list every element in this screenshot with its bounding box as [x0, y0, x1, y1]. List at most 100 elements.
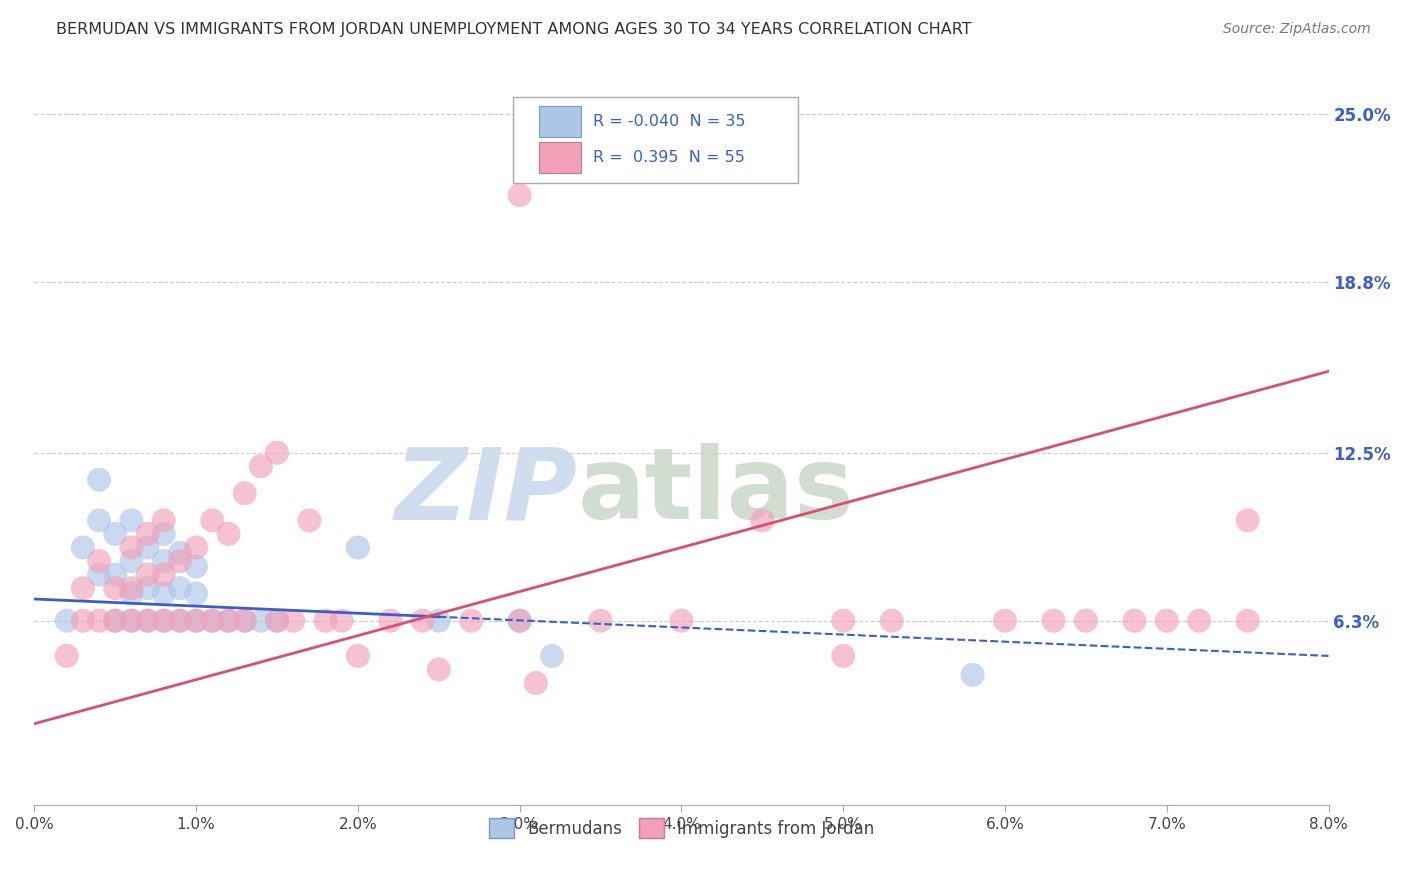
Point: [120, 581, 142, 595]
Point: [120, 586, 142, 600]
Point: [169, 614, 191, 628]
Point: [55, 648, 77, 663]
Point: [541, 648, 564, 663]
Point: [994, 614, 1017, 628]
Point: [218, 614, 240, 628]
Point: [1236, 614, 1258, 628]
Point: [218, 527, 240, 541]
Point: [266, 614, 288, 628]
Point: [671, 614, 693, 628]
Point: [509, 188, 531, 202]
Point: [104, 614, 127, 628]
Text: atlas: atlas: [578, 443, 855, 541]
Text: R =  0.395  N = 55: R = 0.395 N = 55: [593, 150, 745, 165]
Point: [169, 581, 191, 595]
Point: [298, 513, 321, 527]
Point: [104, 527, 127, 541]
Point: [315, 614, 337, 628]
Point: [152, 527, 174, 541]
Point: [169, 546, 191, 560]
Point: [152, 614, 174, 628]
Point: [250, 459, 273, 474]
Point: [201, 614, 224, 628]
Point: [104, 567, 127, 582]
Point: [152, 513, 174, 527]
Point: [152, 567, 174, 582]
Point: [55, 614, 77, 628]
Point: [1236, 513, 1258, 527]
Point: [250, 614, 273, 628]
Point: [136, 614, 159, 628]
Point: [120, 614, 142, 628]
Point: [589, 614, 612, 628]
Point: [152, 554, 174, 568]
Point: [233, 614, 256, 628]
Point: [233, 486, 256, 500]
Point: [136, 614, 159, 628]
Point: [266, 445, 288, 459]
Point: [962, 668, 984, 682]
Point: [152, 614, 174, 628]
Legend: Bermudans, Immigrants from Jordan: Bermudans, Immigrants from Jordan: [482, 812, 880, 845]
Text: BERMUDAN VS IMMIGRANTS FROM JORDAN UNEMPLOYMENT AMONG AGES 30 TO 34 YEARS CORREL: BERMUDAN VS IMMIGRANTS FROM JORDAN UNEMP…: [56, 22, 972, 37]
Point: [169, 554, 191, 568]
Point: [136, 527, 159, 541]
Point: [120, 513, 142, 527]
Point: [201, 513, 224, 527]
Point: [1042, 614, 1064, 628]
Point: [186, 586, 208, 600]
FancyBboxPatch shape: [513, 97, 799, 183]
Point: [347, 541, 370, 555]
Point: [751, 513, 773, 527]
Point: [87, 554, 110, 568]
Text: R = -0.040  N = 35: R = -0.040 N = 35: [593, 114, 747, 129]
Point: [120, 541, 142, 555]
Point: [186, 559, 208, 574]
Point: [152, 586, 174, 600]
Point: [169, 614, 191, 628]
Point: [201, 614, 224, 628]
Point: [1074, 614, 1097, 628]
Point: [509, 614, 531, 628]
Point: [1156, 614, 1178, 628]
Point: [104, 614, 127, 628]
Point: [87, 614, 110, 628]
Point: [120, 614, 142, 628]
Point: [266, 614, 288, 628]
Point: [87, 567, 110, 582]
Point: [832, 648, 855, 663]
Point: [120, 554, 142, 568]
FancyBboxPatch shape: [538, 106, 581, 137]
Point: [136, 581, 159, 595]
Text: ZIP: ZIP: [395, 443, 578, 541]
Point: [427, 614, 450, 628]
Point: [186, 614, 208, 628]
Point: [283, 614, 305, 628]
Point: [87, 473, 110, 487]
Point: [186, 614, 208, 628]
Point: [880, 614, 903, 628]
Point: [330, 614, 353, 628]
Point: [87, 513, 110, 527]
Point: [460, 614, 482, 628]
Point: [136, 541, 159, 555]
Point: [218, 614, 240, 628]
Point: [509, 614, 531, 628]
Point: [72, 541, 94, 555]
Point: [524, 676, 547, 690]
Point: [104, 581, 127, 595]
FancyBboxPatch shape: [538, 142, 581, 173]
Point: [233, 614, 256, 628]
Point: [72, 581, 94, 595]
Point: [412, 614, 434, 628]
Point: [1188, 614, 1211, 628]
Point: [380, 614, 402, 628]
Point: [186, 541, 208, 555]
Text: Source: ZipAtlas.com: Source: ZipAtlas.com: [1223, 22, 1371, 37]
Point: [832, 614, 855, 628]
Point: [427, 663, 450, 677]
Point: [1123, 614, 1146, 628]
Point: [347, 648, 370, 663]
Point: [136, 567, 159, 582]
Point: [72, 614, 94, 628]
